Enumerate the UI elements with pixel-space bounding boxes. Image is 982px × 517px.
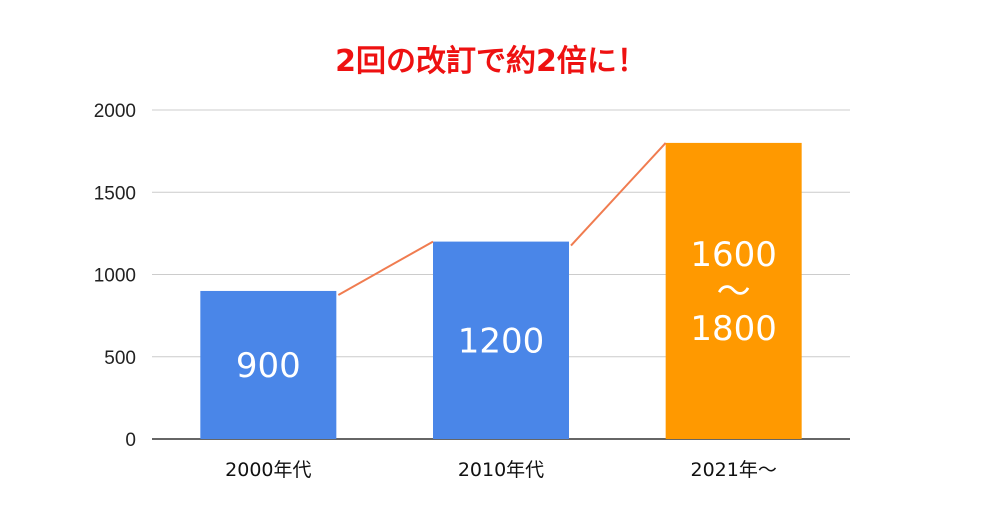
- x-tick-label: 2010年代: [458, 459, 544, 481]
- bar: [200, 290, 337, 439]
- data-label: 1600: [690, 235, 777, 275]
- x-tick-label: 2021年～: [690, 459, 776, 481]
- x-tick-label: 2000年代: [225, 459, 311, 481]
- y-tick-label: 500: [104, 348, 136, 369]
- data-label: ～: [717, 272, 751, 312]
- trend-lines: [337, 142, 667, 296]
- chart-title: 2回の改訂で約2倍に！: [335, 44, 647, 79]
- trend-line-segment: [337, 240, 434, 296]
- y-tick-label: 1500: [94, 183, 136, 204]
- y-tick-label: 0: [125, 430, 136, 451]
- data-labels: 900 1200 1600～1800: [236, 235, 777, 386]
- bars: [200, 142, 802, 439]
- bar: [665, 142, 802, 439]
- data-label: 900: [236, 346, 301, 386]
- y-tick-label: 1000: [94, 266, 136, 287]
- y-axis-ticks: 0 500 1000 1500 2000: [94, 101, 136, 451]
- x-axis-labels: 2000年代 2010年代 2021年～: [225, 459, 777, 481]
- bar: [433, 241, 569, 439]
- y-tick-label: 2000: [94, 101, 136, 122]
- trend-line-segment: [570, 142, 667, 247]
- data-label: 1800: [690, 309, 777, 349]
- data-label: 1200: [458, 321, 545, 361]
